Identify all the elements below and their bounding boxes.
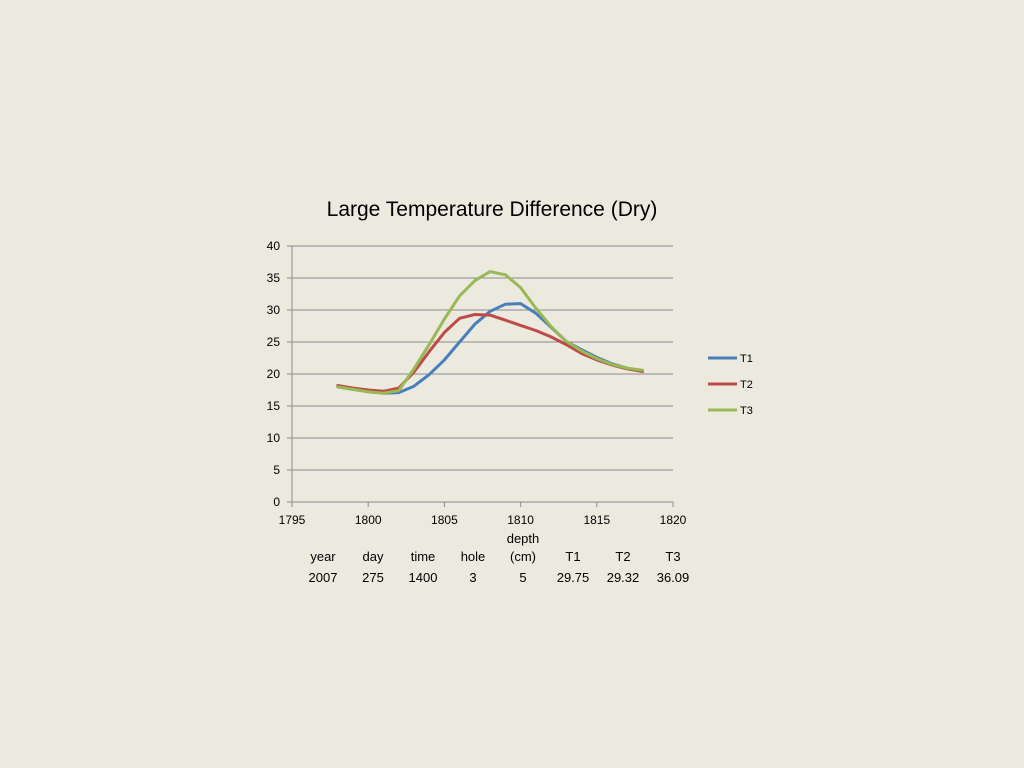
y-tick-label: 20 xyxy=(267,367,281,381)
table-header-cell: depth (cm) xyxy=(506,531,540,564)
table-header-cell: day xyxy=(362,549,384,564)
table-header-cell: T1 xyxy=(565,549,581,564)
table-header-cell: T2 xyxy=(615,549,631,564)
y-tick-label: 10 xyxy=(267,431,281,445)
table-value-cell: 275 xyxy=(362,570,384,585)
x-tick-label: 1795 xyxy=(279,513,306,527)
table-header-cell: year xyxy=(310,549,336,564)
table-header-cell: hole xyxy=(460,549,486,564)
y-tick-label: 30 xyxy=(267,303,281,317)
table-header-cell: T3 xyxy=(665,549,681,564)
x-tick-label: 1800 xyxy=(355,513,382,527)
table-value-cell: 1400 xyxy=(408,570,438,585)
y-tick-label: 25 xyxy=(267,335,281,349)
legend-label-t2: T2 xyxy=(740,379,753,391)
grid-lines xyxy=(292,245,673,471)
table-header-row: year day time hole depth (cm) T1 T2 T3 xyxy=(298,530,698,566)
data-table: year day time hole depth (cm) T1 T2 T3 2… xyxy=(298,530,698,587)
table-header-cell: time xyxy=(410,549,436,564)
x-tick-label: 1805 xyxy=(431,513,458,527)
y-tick-label: 35 xyxy=(267,271,281,285)
axes: 0 5 10 15 20 25 30 35 40 1795 1800 1805 1810 1815 1820 xyxy=(267,239,687,527)
y-tick-label: 0 xyxy=(273,495,280,509)
series-line-t1 xyxy=(336,302,644,395)
series-lines xyxy=(336,270,644,395)
x-tick-label: 1815 xyxy=(583,513,610,527)
table-value-cell: 2007 xyxy=(308,570,338,585)
x-tick-label: 1820 xyxy=(660,513,687,527)
y-tick-label: 15 xyxy=(267,399,281,413)
table-value-row: 2007 275 1400 3 5 29.75 29.32 36.09 xyxy=(298,566,698,587)
x-tick-label: 1810 xyxy=(507,513,534,527)
y-tick-label: 40 xyxy=(267,239,281,253)
series-line-t3 xyxy=(336,270,644,395)
y-tick-label: 5 xyxy=(273,463,280,477)
table-value-cell: 29.32 xyxy=(606,570,640,585)
table-value-cell: 5 xyxy=(519,570,527,585)
legend: T1 T2 T3 xyxy=(708,353,753,417)
table-value-cell: 3 xyxy=(469,570,477,585)
table-value-cell: 29.75 xyxy=(556,570,590,585)
legend-label-t1: T1 xyxy=(740,353,753,365)
chart-title: Large Temperature Difference (Dry) xyxy=(327,198,658,221)
series-line-t2 xyxy=(336,313,644,393)
legend-label-t3: T3 xyxy=(740,405,753,417)
table-value-cell: 36.09 xyxy=(656,570,690,585)
